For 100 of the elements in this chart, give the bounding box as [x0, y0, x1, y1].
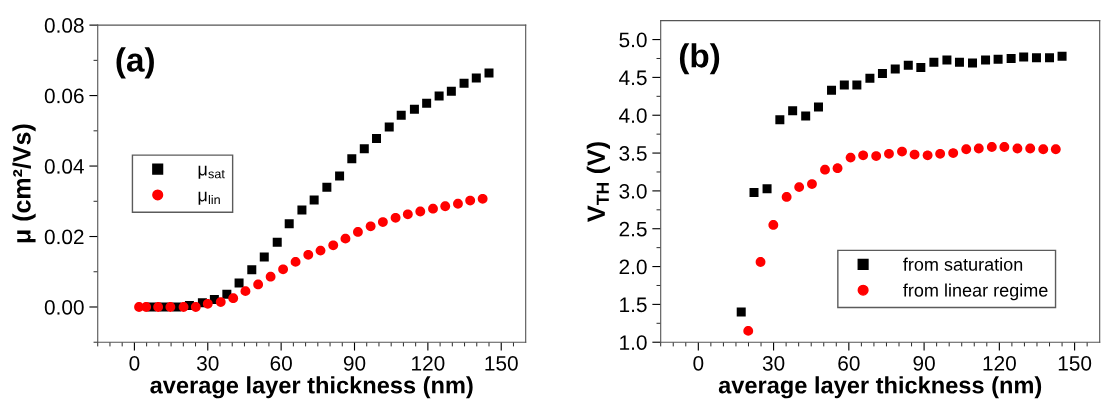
point	[402, 209, 413, 220]
point	[335, 171, 345, 181]
point	[272, 237, 282, 247]
point	[922, 150, 933, 161]
y-tick-label: 4.0	[619, 108, 647, 123]
point	[986, 142, 997, 152]
point	[762, 184, 772, 194]
point	[153, 302, 164, 312]
point	[297, 205, 307, 215]
x-tick-label: 60	[838, 355, 860, 371]
point	[422, 98, 432, 108]
point	[278, 264, 289, 275]
point	[328, 240, 339, 251]
point	[303, 249, 314, 260]
point	[999, 142, 1010, 152]
point	[234, 278, 244, 288]
point	[865, 73, 875, 83]
y-tick-label: 0.02	[44, 229, 84, 245]
point	[396, 110, 406, 120]
x-tick-label: 150	[1058, 355, 1092, 371]
point	[190, 302, 201, 312]
point	[415, 206, 426, 217]
point	[755, 257, 766, 267]
point	[839, 80, 849, 90]
point	[284, 219, 294, 229]
point	[884, 148, 894, 159]
y-tick-label: 0.00	[44, 299, 84, 315]
y-tick-label: 3.0	[619, 183, 647, 199]
point	[788, 106, 798, 116]
legend-label: from saturation	[903, 257, 1023, 271]
point	[1045, 53, 1055, 63]
point	[807, 179, 817, 189]
point	[165, 302, 176, 312]
x-tick-label: 30	[196, 355, 219, 371]
point	[845, 152, 856, 163]
y-tick-label: 2.5	[619, 221, 647, 237]
point	[202, 298, 213, 309]
x-tick-label: 60	[270, 355, 292, 371]
x-tick-label: 30	[762, 355, 785, 371]
point	[240, 286, 251, 297]
point	[409, 104, 419, 114]
point	[968, 58, 978, 68]
point	[178, 302, 189, 312]
point	[353, 227, 363, 237]
point	[265, 271, 276, 282]
point	[961, 144, 972, 155]
y-tick-label: 1.0	[620, 335, 647, 350]
point	[1019, 52, 1029, 62]
point	[858, 150, 869, 161]
point	[215, 297, 226, 307]
point	[1031, 53, 1041, 63]
point	[340, 233, 351, 244]
point	[827, 85, 837, 95]
point	[359, 144, 369, 154]
point	[871, 151, 882, 161]
point	[434, 91, 444, 101]
point	[929, 57, 939, 67]
point	[954, 57, 964, 67]
point	[973, 143, 984, 154]
point	[775, 115, 785, 125]
y-tick-label: 0.06	[44, 88, 84, 104]
point	[813, 102, 823, 112]
point	[942, 55, 952, 65]
x-tick-label: 120	[983, 355, 1016, 371]
point	[749, 187, 759, 197]
point	[877, 69, 887, 79]
point	[909, 149, 920, 160]
point	[377, 217, 388, 227]
y-tick-label: 3.5	[619, 146, 647, 161]
point	[228, 293, 239, 304]
point	[259, 252, 269, 262]
y-tick-label: 5.0	[619, 32, 647, 48]
x-axis-title: average layer thickness (nm)	[718, 376, 1042, 399]
point	[465, 195, 476, 206]
legend-label: μ$_{lin}$	[198, 191, 220, 205]
point	[1025, 143, 1036, 154]
point	[446, 86, 456, 96]
point	[309, 195, 319, 205]
y-tick-label: 0.08	[44, 18, 84, 33]
point	[428, 203, 438, 214]
point	[440, 201, 451, 212]
point	[781, 192, 792, 202]
point	[794, 182, 805, 193]
point	[322, 182, 332, 192]
point	[315, 245, 326, 256]
point	[1038, 144, 1049, 155]
x-tick-label: 90	[343, 355, 366, 371]
point	[484, 68, 494, 78]
point	[384, 122, 394, 132]
x-tick-label: 150	[485, 355, 518, 371]
y-axis-title: V$_{TH}$ (V)	[586, 142, 611, 222]
point	[1057, 51, 1067, 61]
legend-label: from linear regime	[903, 283, 1048, 301]
point	[471, 73, 481, 83]
point	[903, 60, 913, 70]
point	[477, 193, 488, 204]
x-tick-label: 90	[913, 355, 935, 371]
point	[453, 198, 463, 209]
point	[981, 55, 991, 65]
point	[743, 325, 754, 336]
